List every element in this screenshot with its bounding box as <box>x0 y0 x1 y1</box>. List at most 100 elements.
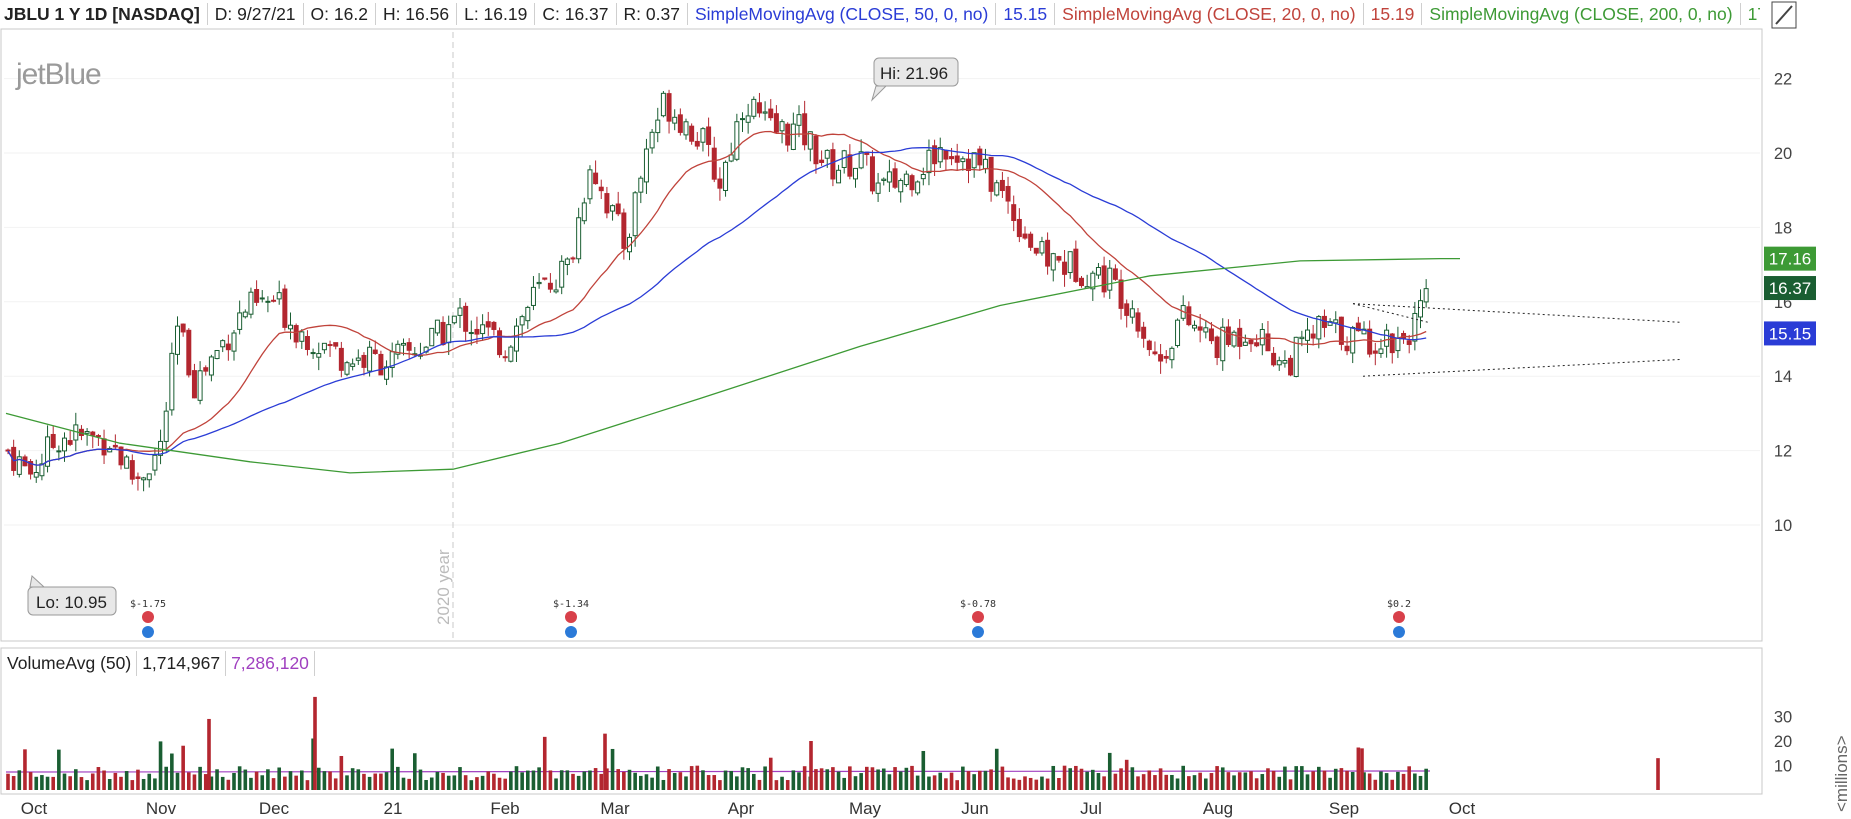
volume-bar <box>797 772 801 790</box>
candle-body <box>988 156 994 192</box>
earnings-markers: $-1.75 $-1.34 $-0.78 $0.2 <box>130 599 1411 638</box>
volume-tick-label: 20 <box>1774 733 1792 751</box>
volume-bar <box>1130 767 1135 790</box>
volume-bar <box>1271 770 1276 790</box>
volume-bar <box>655 766 660 790</box>
volume-bar <box>339 755 344 790</box>
volume-bar <box>294 775 298 790</box>
candle-body <box>90 431 96 436</box>
candle-body <box>525 306 531 322</box>
candle-body <box>451 315 457 324</box>
candle-body <box>502 356 508 359</box>
candle-body <box>350 363 356 367</box>
volume-bar <box>836 771 841 790</box>
volume-bar <box>706 775 711 790</box>
candle-body <box>225 343 231 351</box>
volume-bar <box>978 770 982 790</box>
candle-body <box>321 342 327 351</box>
volume-bar <box>266 769 270 790</box>
volume-bar <box>1328 777 1332 790</box>
volume-bar <box>1390 779 1395 790</box>
candle-body <box>802 113 808 146</box>
volume-bar <box>689 766 694 790</box>
drawing-tool-icon[interactable] <box>1771 1 1797 29</box>
candle-body <box>598 186 604 192</box>
candle-body <box>1338 316 1344 345</box>
candle-body <box>1389 333 1395 354</box>
volume-bar <box>136 769 140 790</box>
volume-bar <box>819 768 824 790</box>
volume-bar <box>571 773 575 790</box>
candle-body <box>1355 322 1361 332</box>
volume-bar <box>831 767 835 790</box>
candle-body <box>463 305 469 332</box>
candle-body <box>819 159 825 163</box>
brand-logo: jetBlue <box>15 58 101 91</box>
candle-body <box>954 155 960 163</box>
volume-bar <box>407 778 411 790</box>
candle-body <box>655 119 661 134</box>
price-badge-label: 17.16 <box>1769 250 1812 269</box>
volume-bar <box>1074 765 1078 790</box>
candle-body <box>446 324 452 344</box>
volume-bar <box>1339 768 1344 790</box>
candle-body <box>316 353 322 358</box>
candle-body <box>1282 360 1288 364</box>
volume-bar <box>113 772 118 790</box>
volume-bar <box>1113 773 1118 790</box>
volume-bar <box>593 768 598 790</box>
candle-body <box>11 446 17 471</box>
candle-body <box>734 121 740 160</box>
candle-body <box>881 178 887 181</box>
volume-avg-label[interactable]: VolumeAvg (50) <box>2 651 138 676</box>
volume-bar <box>994 748 999 790</box>
sma50-label[interactable]: SimpleMovingAvg (CLOSE, 50, 0, no) <box>688 3 997 25</box>
volume-bar <box>1384 773 1389 790</box>
candle-body <box>33 472 39 478</box>
price-badge-label: 16.37 <box>1769 279 1812 298</box>
candle-body <box>1248 339 1254 345</box>
candle-body <box>327 344 333 347</box>
volume-bar <box>588 770 592 790</box>
volume-bar <box>870 767 875 790</box>
volume-bar <box>1311 771 1315 790</box>
candle-body <box>1101 265 1107 293</box>
candle-body <box>858 151 864 169</box>
volume-bar <box>1085 771 1089 790</box>
volume-bar <box>910 765 914 790</box>
candle-body <box>457 307 463 316</box>
volume-bar <box>622 771 626 790</box>
sma200-label[interactable]: SimpleMovingAvg (CLOSE, 200, 0, no) <box>1422 3 1741 25</box>
candle-body <box>1169 347 1175 361</box>
volume-bar <box>983 770 988 790</box>
volume-tick-label: 30 <box>1774 709 1792 727</box>
volume-bar <box>893 767 897 790</box>
volume-bar <box>1243 772 1248 790</box>
close-readout: C: 16.37 <box>535 3 617 25</box>
symbol-label[interactable]: JBLU 1 Y 1D [NASDAQ] <box>0 3 208 25</box>
candle-body <box>333 342 339 347</box>
volume-bar <box>802 766 807 790</box>
volume-bar <box>509 771 513 790</box>
candle-body <box>745 115 751 123</box>
volume-bar <box>718 780 722 790</box>
sma20-label[interactable]: SimpleMovingAvg (CLOSE, 20, 0, no) <box>1055 3 1364 25</box>
candle-body <box>706 126 712 145</box>
volume-bar <box>1656 758 1660 790</box>
candle-body <box>643 148 649 183</box>
volume-bar <box>62 773 67 790</box>
candle-body <box>1163 355 1169 359</box>
candle-body <box>1152 351 1158 355</box>
price-badge-label: 15.15 <box>1769 324 1812 343</box>
volume-bar <box>791 770 796 790</box>
volume-bar <box>582 771 587 790</box>
volume-bar <box>1141 774 1146 790</box>
candle-body <box>949 156 955 160</box>
candle-body <box>807 131 813 150</box>
volume-bar <box>752 773 756 790</box>
candle-body <box>1158 354 1164 362</box>
candle-body <box>1112 268 1118 280</box>
candle-body <box>259 297 265 300</box>
